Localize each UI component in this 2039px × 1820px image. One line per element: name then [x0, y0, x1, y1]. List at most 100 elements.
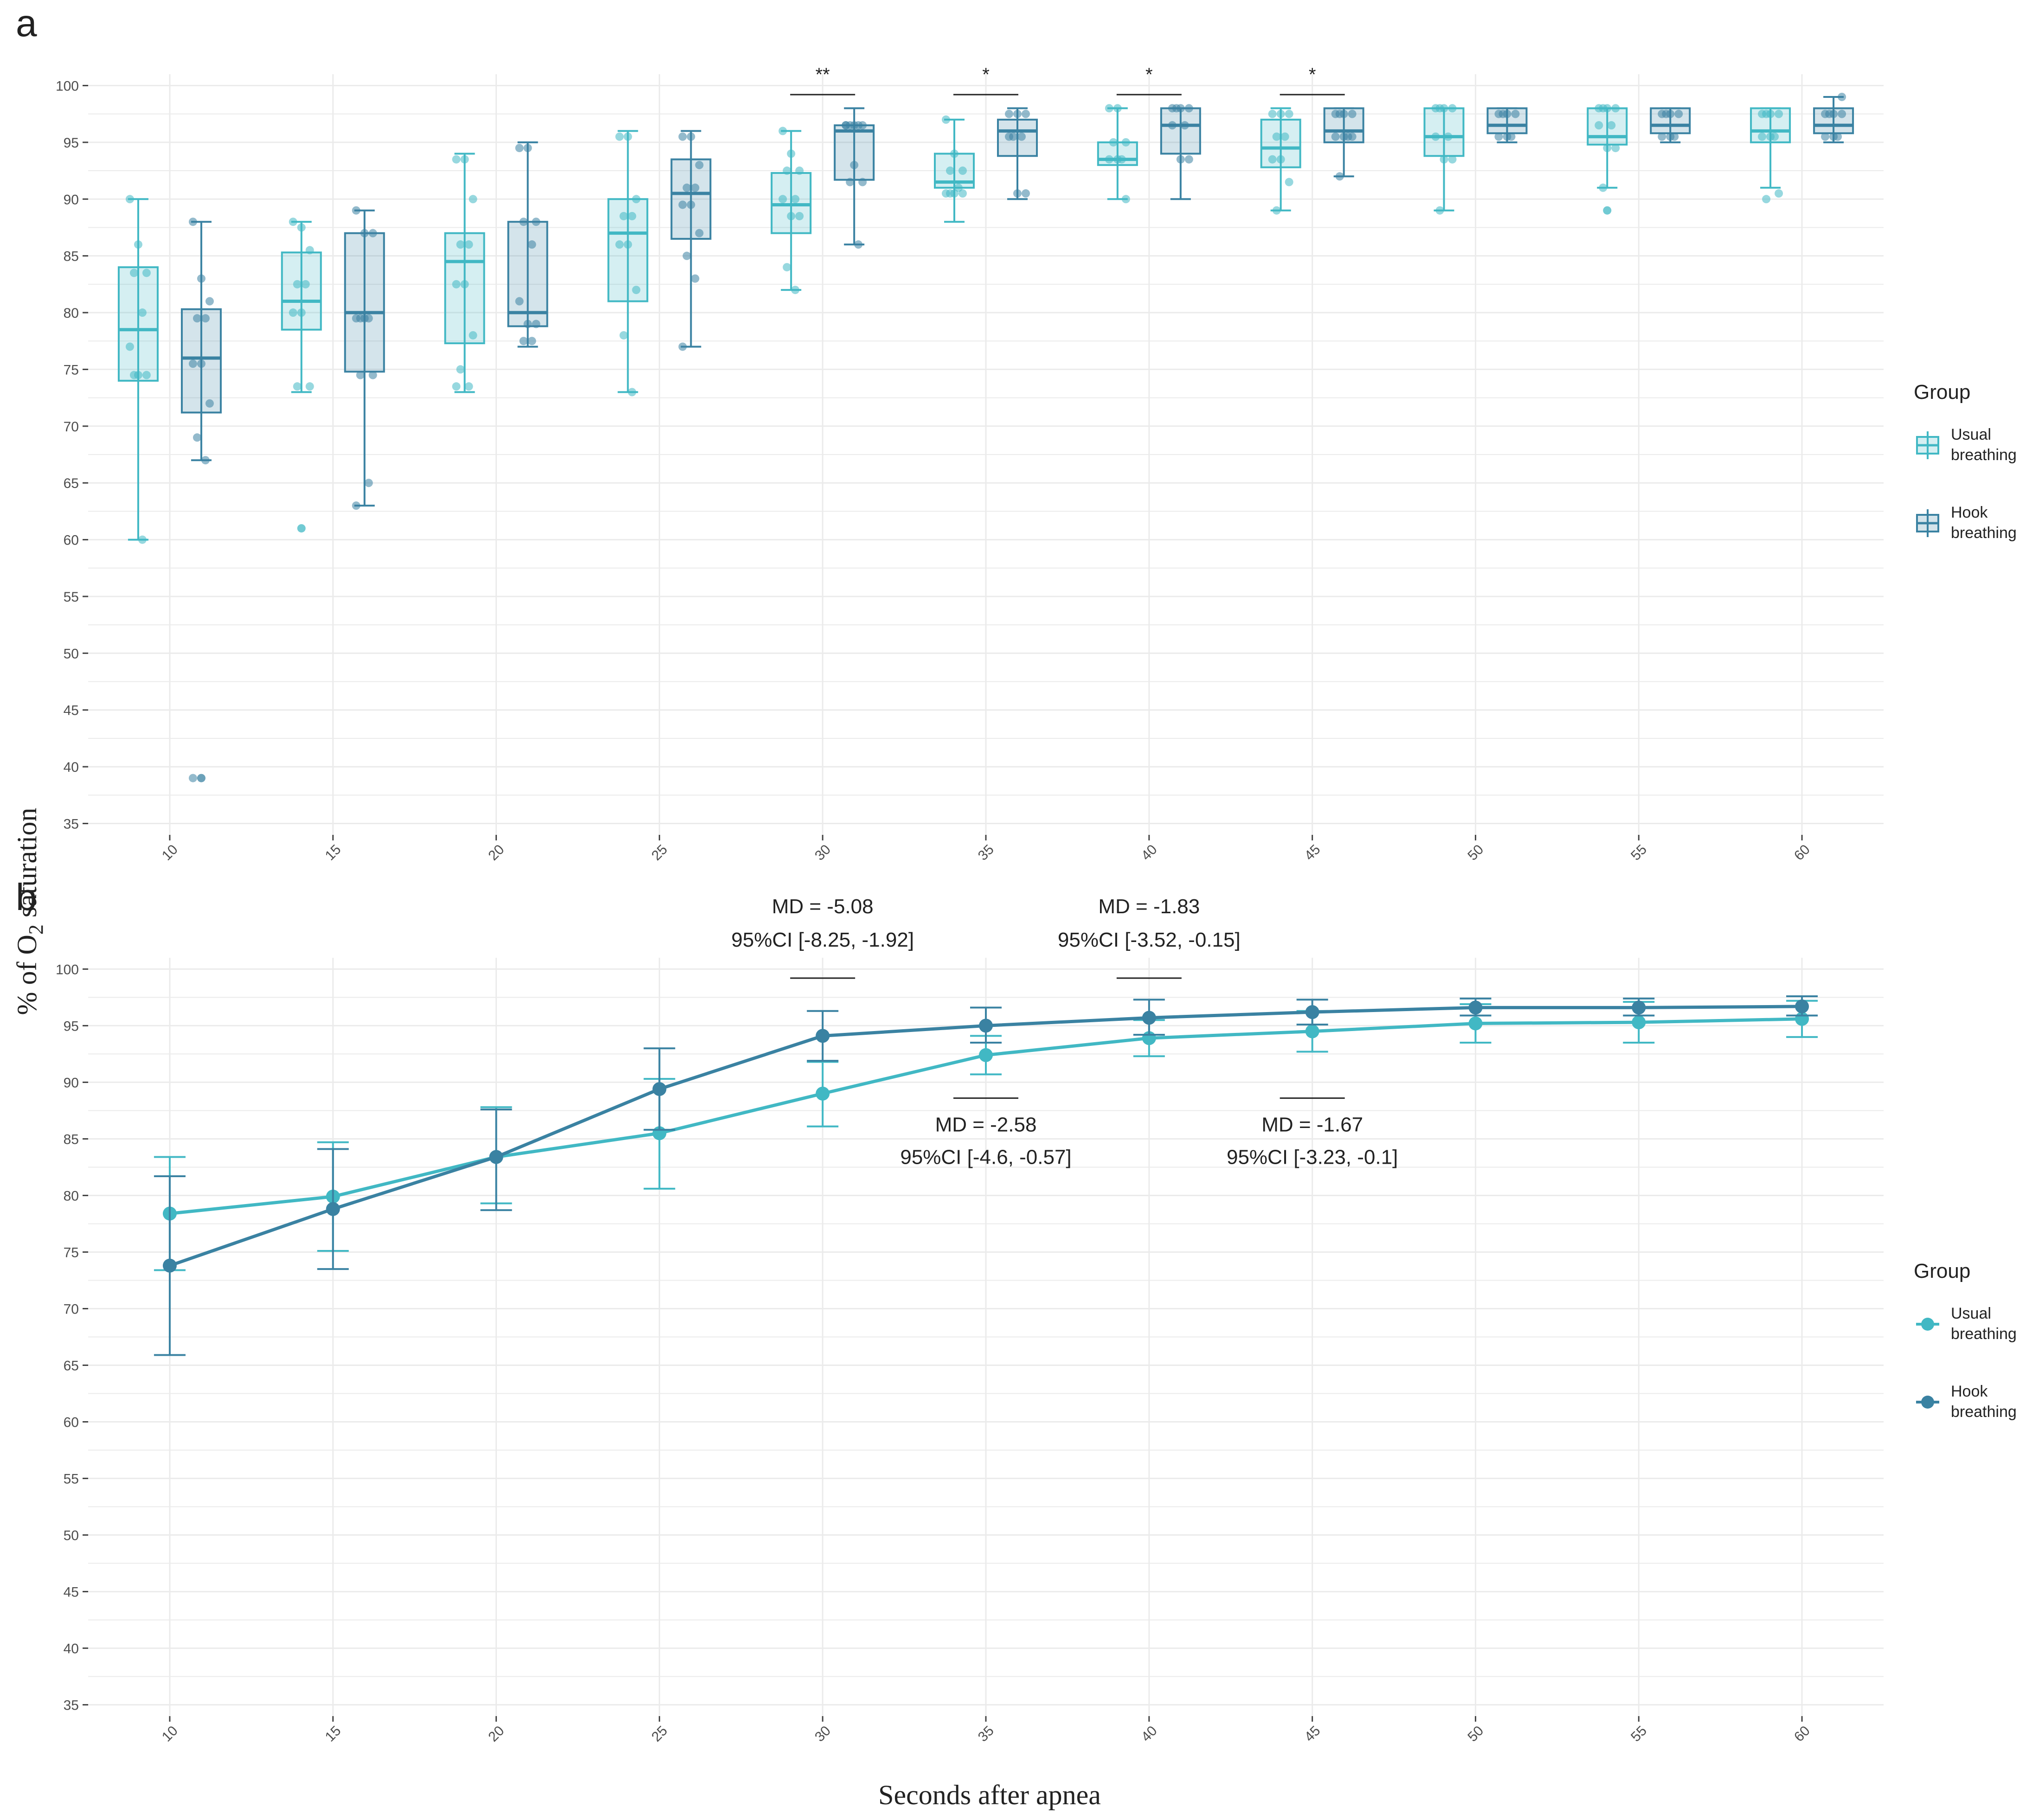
jitter-point — [946, 189, 954, 198]
legend-key-point-icon — [1921, 1396, 1934, 1409]
jitter-point — [1838, 109, 1846, 118]
legend-key-point-icon — [1921, 1318, 1934, 1331]
jitter-point — [469, 331, 477, 340]
jitter-point — [134, 240, 142, 249]
jitter-point — [1762, 195, 1771, 204]
jitter-point — [1662, 109, 1671, 118]
jitter-point — [1511, 109, 1520, 118]
jitter-point — [1758, 132, 1767, 141]
legend-label-usual-line2: breathing — [1951, 446, 2017, 464]
y-tick-label: 40 — [64, 760, 79, 775]
y-axis-title-suffix: saturation — [12, 808, 42, 925]
jitter-point — [1005, 132, 1013, 141]
jitter-point — [125, 195, 134, 204]
box-iqr — [344, 232, 385, 373]
jitter-point — [138, 308, 147, 317]
jitter-point — [1022, 189, 1030, 198]
jitter-point — [1268, 109, 1277, 118]
y-tick-label: 90 — [64, 192, 79, 207]
jitter-point — [682, 251, 691, 260]
y-tick-label: 55 — [64, 590, 79, 605]
jitter-point — [1666, 132, 1675, 141]
jitter-point — [1825, 109, 1834, 118]
panel-label-a: a — [16, 2, 37, 45]
jitter-point — [289, 308, 297, 317]
legend-label-usual-line1: Usual — [1951, 426, 1991, 443]
data-point — [1632, 1000, 1646, 1015]
jitter-point — [368, 229, 377, 237]
jitter-point — [1280, 132, 1289, 141]
box-iqr — [507, 221, 548, 327]
jitter-point — [1013, 109, 1022, 118]
jitter-point — [1184, 155, 1193, 164]
jitter-point — [289, 218, 297, 226]
jitter-point — [1674, 109, 1683, 118]
jitter-point — [1168, 121, 1177, 130]
x-axis-title: Seconds after apnea — [878, 1780, 1101, 1810]
y-tick-label: 50 — [64, 646, 79, 661]
jitter-point — [1331, 132, 1340, 141]
jitter-point — [619, 211, 628, 220]
jitter-point — [356, 371, 365, 379]
jitter-point — [1017, 132, 1026, 141]
jitter-point — [305, 246, 314, 255]
jitter-point — [1276, 155, 1285, 164]
jitter-point — [778, 195, 787, 204]
jitter-point — [687, 132, 695, 141]
jitter-point — [188, 359, 197, 368]
y-tick-label: 100 — [56, 962, 79, 977]
jitter-point — [464, 240, 473, 249]
box-iqr — [997, 118, 1038, 157]
data-point — [979, 1019, 993, 1033]
jitter-point — [1013, 189, 1022, 198]
jitter-point — [297, 223, 306, 232]
significance-marker: * — [1309, 64, 1316, 85]
annotation-ci: 95%CI [-8.25, -1.92] — [731, 929, 914, 951]
jitter-point — [842, 121, 850, 130]
jitter-point — [1503, 132, 1512, 141]
box-iqr — [1160, 107, 1201, 155]
jitter-point — [352, 314, 360, 323]
jitter-point — [846, 178, 855, 186]
jitter-point — [515, 297, 524, 306]
jitter-point — [205, 399, 214, 408]
jitter-point — [628, 211, 637, 220]
legend-label-hook-line2: breathing — [1951, 1403, 2017, 1421]
jitter-point — [624, 240, 632, 249]
jitter-point — [678, 200, 687, 209]
jitter-point — [1113, 104, 1122, 113]
jitter-point — [142, 371, 151, 379]
significance-marker: * — [982, 64, 990, 85]
jitter-point — [464, 382, 473, 391]
legend: Group Usual breathing Hook breathing — [1914, 1260, 2017, 1421]
annotation-md: MD = -5.08 — [772, 895, 874, 918]
y-tick-label: 95 — [64, 135, 79, 151]
y-tick-label: 55 — [64, 1472, 79, 1487]
jitter-point — [1285, 178, 1293, 186]
jitter-point — [523, 320, 532, 328]
jitter-point — [1022, 109, 1030, 118]
jitter-point — [527, 240, 536, 249]
jitter-point — [460, 280, 469, 288]
jitter-point — [129, 371, 138, 379]
jitter-point — [678, 132, 687, 141]
jitter-point — [946, 167, 954, 175]
jitter-point — [787, 211, 796, 220]
box-iqr — [117, 266, 159, 382]
data-point — [1305, 1024, 1319, 1038]
jitter-point — [193, 314, 201, 323]
jitter-point — [125, 342, 134, 351]
y-tick-label: 70 — [64, 419, 79, 435]
y-axis-title-main: % of O — [12, 935, 42, 1015]
jitter-point — [523, 144, 532, 153]
y-tick-label: 85 — [64, 249, 79, 264]
legend-title: Group — [1914, 1260, 1970, 1282]
y-tick-label: 60 — [64, 1415, 79, 1430]
box-iqr — [281, 251, 322, 331]
jitter-point — [854, 121, 863, 130]
box-iqr — [834, 124, 875, 181]
jitter-point — [619, 331, 628, 340]
jitter-point — [1499, 109, 1507, 118]
jitter-point — [129, 269, 138, 277]
